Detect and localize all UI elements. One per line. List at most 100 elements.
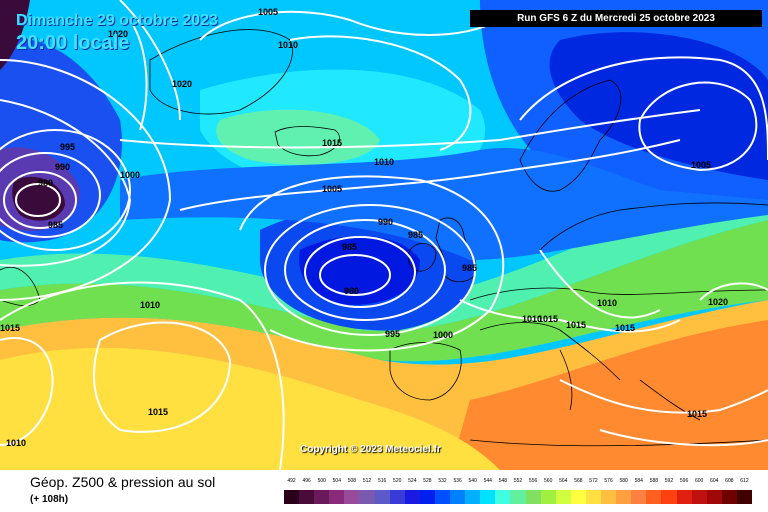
isobar-1010-north xyxy=(119,0,181,121)
color-scale-label: 544 xyxy=(483,478,492,484)
color-scale-cell xyxy=(736,490,753,504)
isobar-label: 1010 xyxy=(597,298,617,308)
color-scale-label: 600 xyxy=(694,478,704,484)
color-scale-label: 540 xyxy=(468,478,477,484)
isobar-label: 1015 xyxy=(322,138,342,148)
coastline-iceland xyxy=(274,126,340,157)
color-scale-cell xyxy=(344,490,360,504)
color-scale-label: 516 xyxy=(377,478,387,484)
color-scale-cell xyxy=(646,490,662,504)
z500-band-iceland-green xyxy=(216,109,380,165)
coastline-ireland xyxy=(407,243,437,272)
isobar-1010-iceland xyxy=(199,10,501,41)
isobar-1000-atl xyxy=(239,175,505,352)
color-scale-cell xyxy=(616,490,632,504)
z500-band-deepblue-north xyxy=(549,32,768,181)
color-scale-label: 504 xyxy=(332,478,341,484)
product-title: Géop. Z500 & pression au sol xyxy=(30,474,216,490)
isobar-label: 995 xyxy=(385,329,400,339)
map-footer: Géop. Z500 & pression au sol (+ 108h) 49… xyxy=(0,470,768,512)
coastline-iberia xyxy=(389,342,462,401)
color-scale-label: 580 xyxy=(619,478,628,484)
isobar-1010-europe xyxy=(539,249,661,319)
color-scale-label: 604 xyxy=(710,478,719,484)
color-scale-cell xyxy=(404,490,421,504)
coastline-europe xyxy=(469,202,768,447)
color-scale-label: 508 xyxy=(347,478,357,484)
color-scale-label: 536 xyxy=(453,478,462,484)
color-scale-label: 512 xyxy=(362,478,372,484)
color-scale-cell xyxy=(450,490,466,504)
color-scale-cell xyxy=(631,490,647,504)
color-scale-label: 552 xyxy=(513,478,523,484)
color-scale-cell xyxy=(314,490,330,504)
z500-band-orange-south xyxy=(450,320,768,470)
valid-time: 20:00 locale xyxy=(16,32,130,54)
isobar-label: 995 xyxy=(60,142,75,152)
color-scale-cell xyxy=(706,490,723,504)
color-scale-label: 596 xyxy=(679,478,689,484)
color-scale-cell xyxy=(585,490,602,504)
isobar-label: 990 xyxy=(378,217,393,227)
isobar-low-west-985 xyxy=(3,171,77,229)
isobar-label: 1015 xyxy=(538,314,558,324)
valid-date: Dimanche 29 octobre 2023 xyxy=(16,12,218,29)
color-scale-cell xyxy=(510,490,527,504)
color-scale-cell xyxy=(359,490,376,504)
isobar-label: 1020 xyxy=(108,29,128,39)
weather-map: 1005 1010 1020 1020 995 990 980 985 1000… xyxy=(0,0,768,470)
color-scale-cell xyxy=(601,490,617,504)
color-scale-cell xyxy=(691,490,708,504)
isobar-label: 1010 xyxy=(278,40,298,50)
color-scale-label: 568 xyxy=(574,478,583,484)
isobar-label: 1010 xyxy=(6,438,26,448)
isobar-label: 1005 xyxy=(258,7,278,17)
z500-band-green xyxy=(0,220,768,362)
color-scale-label: 584 xyxy=(634,478,643,484)
run-info-box: Run GFS 6 Z du Mercredi 25 octobre 2023 xyxy=(470,10,762,27)
isobar-1015-south xyxy=(93,321,232,433)
isobar-low-west-980 xyxy=(15,183,61,217)
isobar-label: 1015 xyxy=(148,407,168,417)
z500-band-yellow xyxy=(0,347,500,470)
color-scale-label: 576 xyxy=(604,478,613,484)
isobar-label: 985 xyxy=(462,263,477,273)
isobar-1005-long xyxy=(179,139,681,211)
color-scale-cell xyxy=(495,490,511,504)
color-scale-cell xyxy=(480,490,496,504)
color-scale-label: 524 xyxy=(408,478,417,484)
isobar-1020-med xyxy=(599,429,768,447)
isobar-1005-scand xyxy=(638,81,758,172)
color-scale-cell xyxy=(555,490,572,504)
color-scale-cell xyxy=(661,490,677,504)
z500-band-dark-nw xyxy=(0,0,30,70)
isobar-label: 985 xyxy=(48,220,63,230)
isobar-scand-outer xyxy=(519,56,768,161)
color-scale-cell xyxy=(419,490,436,504)
isobar-1015-iceland xyxy=(289,35,472,151)
color-scale-label: 564 xyxy=(559,478,568,484)
isobar-label: 1010 xyxy=(522,314,542,324)
isobar-low-atl-985 xyxy=(304,236,416,308)
isobar-1020-east xyxy=(699,282,768,301)
color-scale-cell xyxy=(525,490,542,504)
coastline-scandinavia xyxy=(519,79,622,192)
isobar-1000-west xyxy=(0,99,132,267)
color-scale-label: 548 xyxy=(498,478,508,484)
color-scale-label: 532 xyxy=(438,478,447,484)
isobar-label: 1005 xyxy=(691,160,711,170)
color-scale-cell xyxy=(570,490,587,504)
color-scale-label: 496 xyxy=(302,478,311,484)
color-scale-bar xyxy=(284,490,753,504)
isobar-1010-south xyxy=(0,281,285,470)
isobar-label: 985 xyxy=(408,230,423,240)
color-scale-label: 572 xyxy=(589,478,598,484)
isobars xyxy=(0,0,768,470)
color-scale-label: 492 xyxy=(287,478,296,484)
isobar-label: 1015 xyxy=(566,320,586,330)
isobar-label: 1020 xyxy=(708,297,728,307)
copyright-text: Copyright © 2023 Meteociel.fr xyxy=(300,444,441,455)
isobar-1015-west xyxy=(0,337,54,446)
isobar-low-west-995 xyxy=(0,129,131,251)
isobar-low-atl-990 xyxy=(284,219,446,321)
